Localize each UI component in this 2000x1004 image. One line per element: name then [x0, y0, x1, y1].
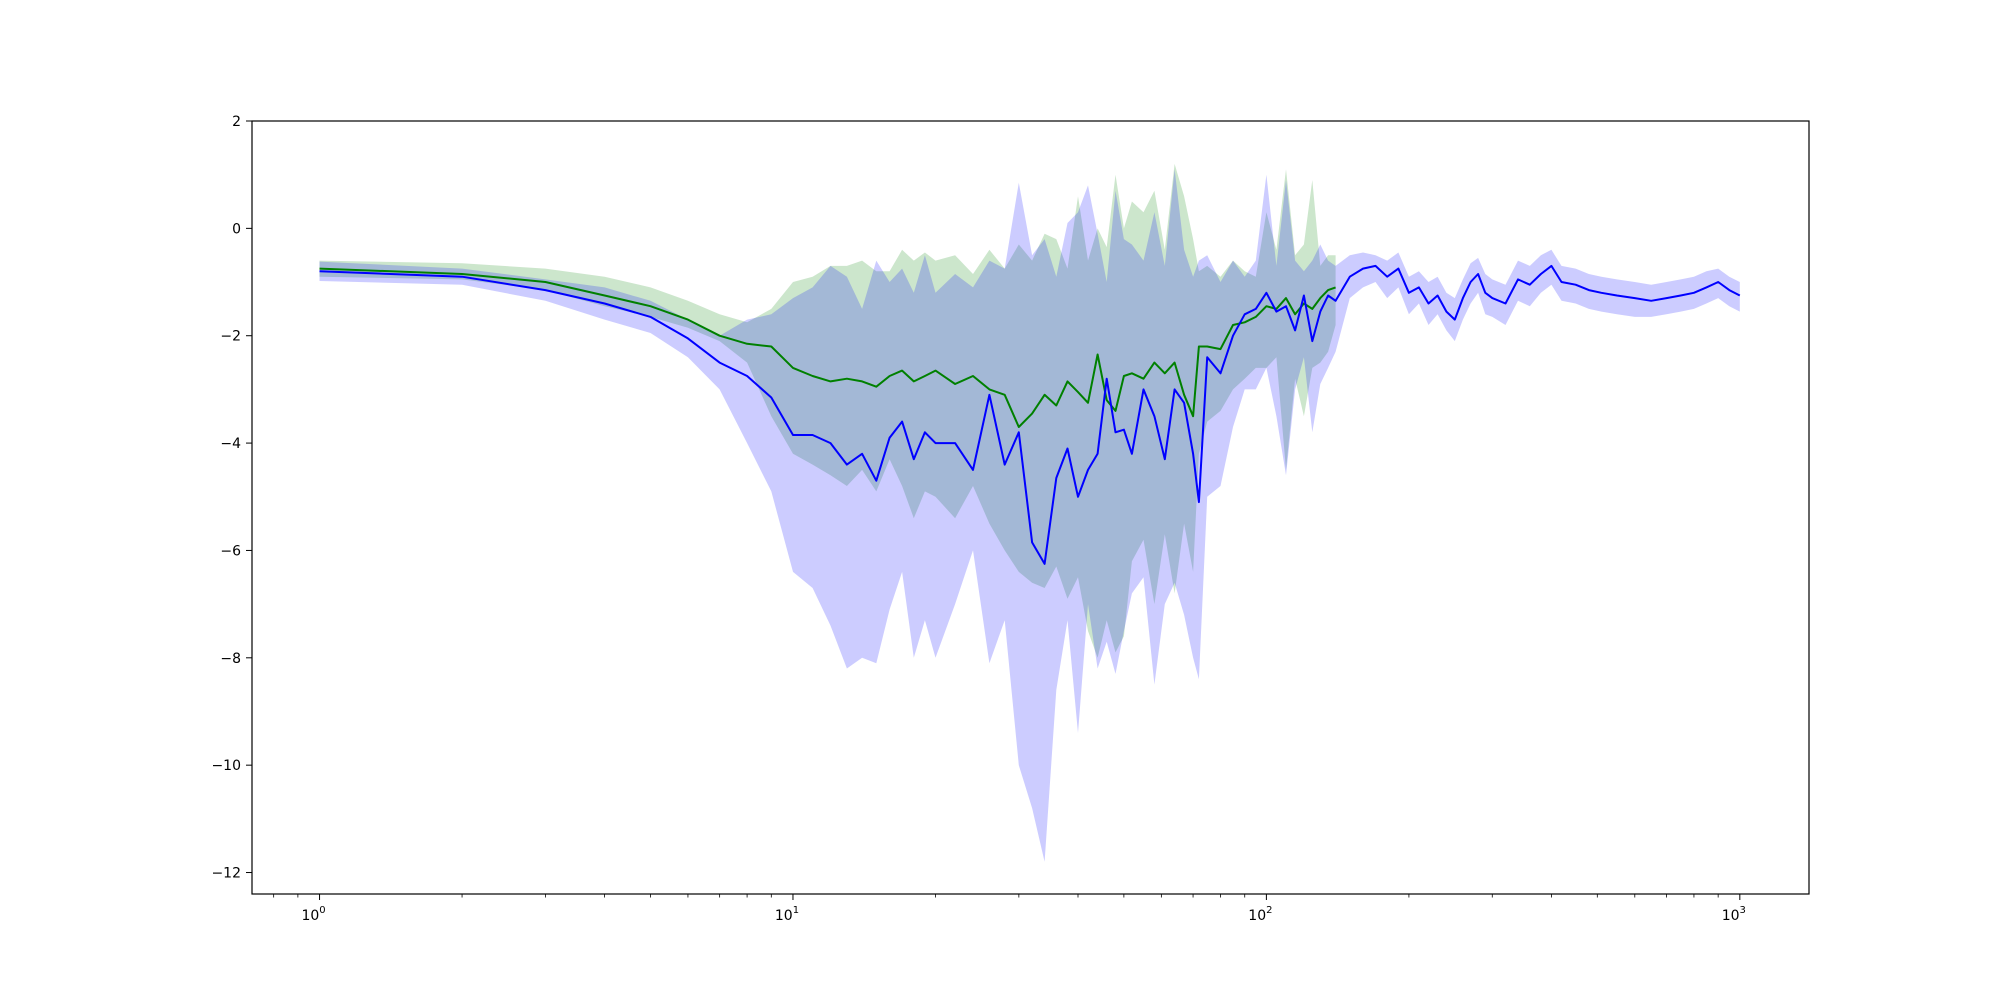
green-confidence-band — [319, 163, 1336, 658]
y-tick-label: −10 — [211, 758, 241, 774]
x-axis: 100 101 102 103 — [273, 894, 1746, 924]
x-tick-exponent: 0 — [319, 905, 325, 916]
x-tick-label: 103 — [1722, 905, 1746, 924]
x-tick-label: 101 — [775, 905, 799, 924]
x-tick-base: 10 — [1248, 908, 1266, 924]
y-tick-label: 0 — [232, 221, 241, 237]
series-lines — [319, 264, 1741, 565]
y-tick-label: −8 — [220, 651, 241, 667]
y-axis: 2 0 −2 −4 −6 −8 −10 −12 — [211, 114, 252, 882]
green-series-line — [319, 267, 1336, 428]
y-tick-label: −12 — [211, 866, 241, 882]
x-tick-base: 10 — [775, 908, 793, 924]
y-tick-label: −4 — [220, 436, 241, 452]
x-tick-label: 100 — [301, 905, 325, 924]
x-tick-base: 10 — [1722, 908, 1740, 924]
x-tick-exponent: 3 — [1740, 905, 1746, 916]
x-tick-label: 102 — [1248, 905, 1272, 924]
y-tick-label: −6 — [220, 543, 241, 559]
x-tick-exponent: 1 — [793, 905, 799, 916]
x-tick-base: 10 — [301, 908, 319, 924]
plot-area-frame — [251, 120, 1810, 895]
y-tick-label: 2 — [232, 114, 241, 130]
x-tick-exponent: 2 — [1266, 905, 1272, 916]
blue-series-line — [319, 264, 1741, 565]
y-tick-label: −2 — [220, 329, 241, 345]
